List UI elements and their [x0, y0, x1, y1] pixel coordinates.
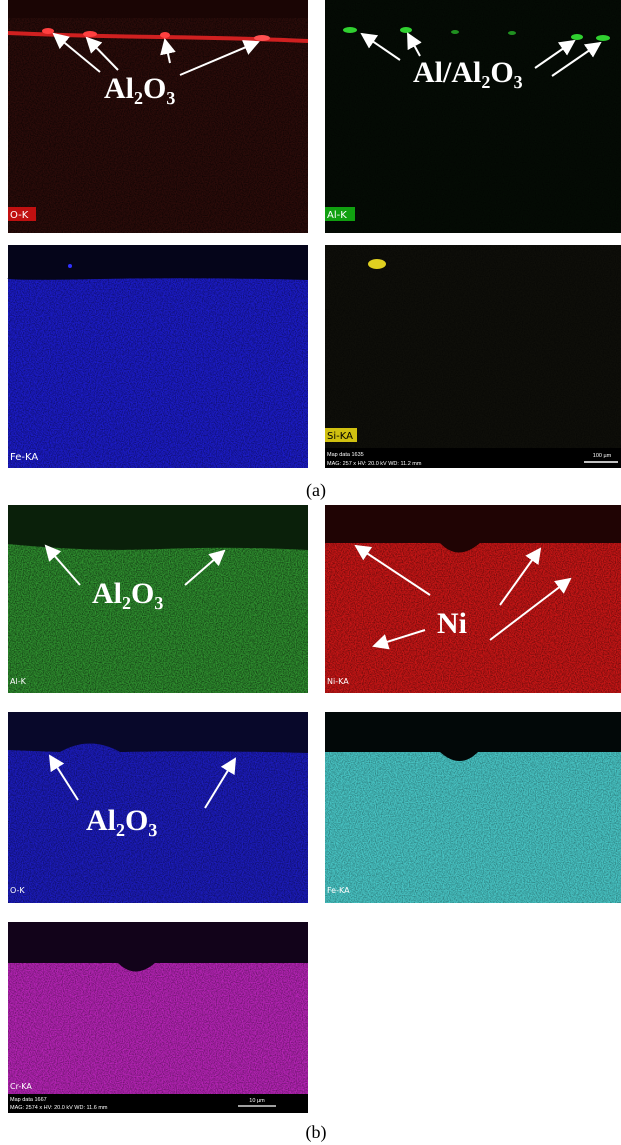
panel-a-si: Si-KA Map data 1635 MAG: 257 x HV: 20.0 … [325, 245, 621, 468]
panel-b-cr: Cr-KA Map data 1667 MAG: 2574 x HV: 20.0… [8, 922, 308, 1113]
panel-b-ni: Ni Ni-KA [325, 505, 621, 693]
element-label: Si-KA [327, 431, 353, 442]
part-label: (b) [306, 1122, 327, 1143]
annotation: Al₂O₃ [104, 72, 175, 105]
panel-b-al: Al₂O₃ Al-K [8, 505, 308, 693]
element-label: Cr-KA [10, 1082, 32, 1091]
part-label: (a) [306, 480, 326, 501]
panel-a-fe: Fe-KA [7, 245, 308, 468]
element-label: Ni-KA [327, 677, 349, 686]
element-label: O-K [10, 210, 29, 221]
map-data: Map data 1635 [327, 452, 364, 458]
scale-bar-label: 10 µm [249, 1098, 265, 1104]
settings: MAG: 2574 x HV: 20.0 kV WD: 11.6 mm [10, 1105, 108, 1111]
element-label: Al-K [10, 677, 27, 686]
element-label: Fe-KA [10, 452, 38, 463]
element-label: Al-K [327, 210, 347, 221]
annotation: Al/Al₂O₃ [413, 56, 523, 89]
annotation: Ni [437, 607, 467, 640]
panel-a-o: Al₂O₃ O-K [8, 0, 308, 233]
element-label: Fe-KA [327, 886, 350, 895]
figure: Al₂O₃ O-K Al/Al₂O₃ Al-K Fe-KA Si-KA Map … [0, 0, 621, 1145]
element-label: O-K [10, 886, 25, 895]
panel-a-al: Al/Al₂O₃ Al-K [325, 0, 621, 233]
annotation: Al₂O₃ [92, 577, 163, 610]
panel-b-o: Al₂O₃ O-K [8, 712, 308, 903]
map-data: Map data 1667 [10, 1097, 47, 1103]
scale-bar-label: 100 µm [593, 453, 612, 459]
annotation: Al₂O₃ [86, 804, 157, 837]
panel-b-fe: Fe-KA [325, 712, 621, 903]
settings: MAG: 257 x HV: 20.0 kV WD: 11.2 mm [327, 461, 422, 467]
